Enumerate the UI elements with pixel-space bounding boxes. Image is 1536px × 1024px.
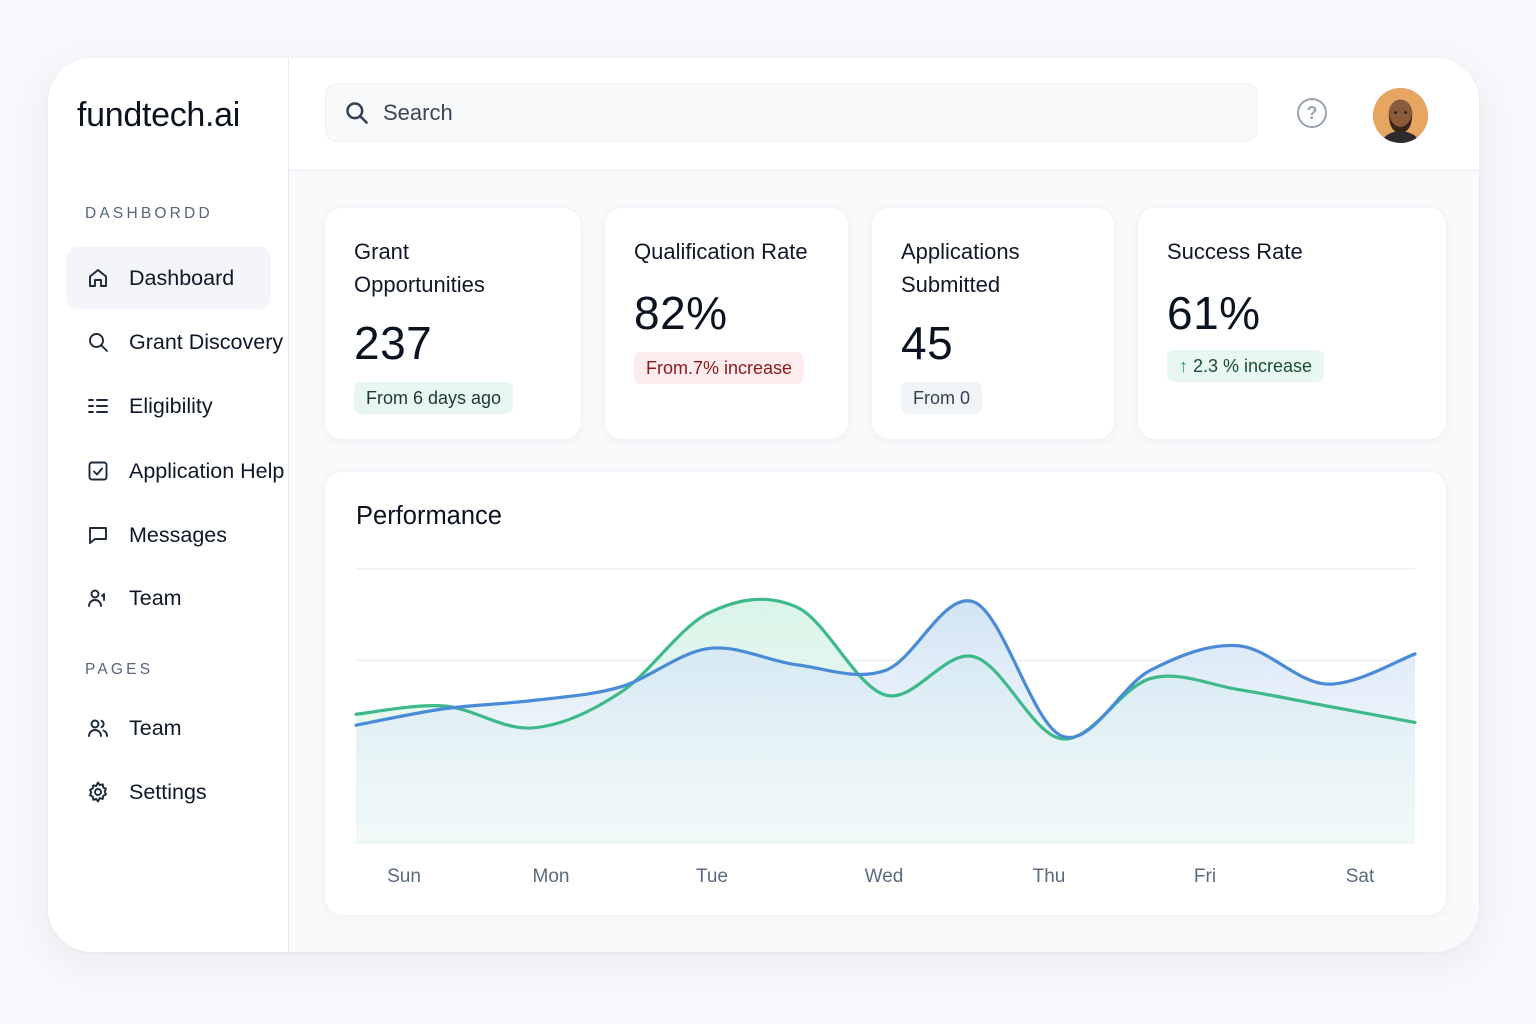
stat-value: 45 xyxy=(901,317,954,369)
app-window: fundtech.ai DASHBORDD Dashboard Grant Di… xyxy=(48,58,1479,952)
sidebar-item-label: Settings xyxy=(129,779,207,804)
stat-value: 61% xyxy=(1167,287,1261,339)
sidebar-item-team[interactable]: Team xyxy=(66,567,182,629)
status-badge: From.7% increase xyxy=(634,352,805,384)
topbar: ? xyxy=(289,58,1479,171)
search-bar[interactable] xyxy=(325,83,1258,142)
sidebar-item-label: Grant Discovery xyxy=(129,329,284,354)
series-green-line xyxy=(354,597,1417,741)
user-avatar[interactable] xyxy=(1373,88,1428,143)
sidebar-item-label: Eligibility xyxy=(129,393,213,418)
section-label-pages: PAGES xyxy=(85,661,154,678)
stat-value: 82% xyxy=(634,287,728,339)
stat-card-qualification-rate[interactable]: Qualification Rate 82% From.7% increase xyxy=(604,207,849,440)
gear-icon xyxy=(86,780,110,804)
stat-title: Grant Opportunities xyxy=(354,235,485,301)
chart-title: Performance xyxy=(356,502,502,530)
sidebar-item-dashboard[interactable]: Dashboard xyxy=(66,247,271,309)
stat-title: Applications Submitted xyxy=(901,235,1020,301)
search-icon xyxy=(86,330,110,354)
help-icon[interactable]: ? xyxy=(1297,98,1327,128)
x-tick-label: Thu xyxy=(1033,866,1066,887)
logo: fundtech.ai xyxy=(77,96,241,134)
sidebar-item-label: Dashboard xyxy=(129,265,235,290)
message-icon xyxy=(86,523,110,547)
search-input[interactable] xyxy=(383,99,1183,126)
sidebar-item-eligibility[interactable]: Eligibility xyxy=(66,375,213,437)
performance-chart: Sun Mon Tue Wed Thu Fri Sat xyxy=(354,568,1417,887)
users-icon xyxy=(86,716,110,740)
x-tick-label: Tue xyxy=(696,866,728,887)
home-icon xyxy=(86,266,110,290)
x-tick-label: Sun xyxy=(387,866,421,887)
x-tick-label: Wed xyxy=(865,866,904,887)
sidebar-item-application-help[interactable]: Application Help xyxy=(66,440,284,502)
checkbox-icon xyxy=(86,459,110,483)
sidebar-item-grant-discovery[interactable]: Grant Discovery xyxy=(66,311,283,373)
list-icon xyxy=(86,394,110,418)
team-icon xyxy=(86,586,110,610)
sidebar-item-label: Messages xyxy=(129,522,227,547)
sidebar-item-pages-team[interactable]: Team xyxy=(66,697,182,759)
stat-title: Qualification Rate xyxy=(634,239,808,264)
stat-value: 237 xyxy=(354,317,433,369)
stat-title: Success Rate xyxy=(1167,239,1303,264)
performance-card: Performance Sun Mon Tue Wed Thu Fri Sat xyxy=(324,471,1447,916)
status-badge: From 0 xyxy=(901,382,983,414)
series-blue-line xyxy=(354,599,1417,740)
x-tick-label: Mon xyxy=(533,866,570,887)
sidebar-item-messages[interactable]: Messages xyxy=(66,504,227,566)
sidebar: fundtech.ai DASHBORDD Dashboard Grant Di… xyxy=(48,58,289,952)
x-tick-label: Sat xyxy=(1346,866,1375,887)
stat-title-line: Opportunities xyxy=(354,272,485,297)
status-badge: ↑ 2.3 % increase xyxy=(1167,350,1325,382)
series-blue-area xyxy=(356,600,1415,843)
badge-text: 2.3 % increase xyxy=(1193,355,1313,376)
stat-title-line: Submitted xyxy=(901,272,1001,297)
stat-card-success-rate[interactable]: Success Rate 61% ↑ 2.3 % increase xyxy=(1137,207,1447,440)
x-tick-label: Fri xyxy=(1194,866,1216,887)
sidebar-item-settings[interactable]: Settings xyxy=(66,761,207,823)
stat-title-line: Applications xyxy=(901,239,1020,264)
stat-title-line: Grant xyxy=(354,239,410,264)
arrow-up-icon: ↑ xyxy=(1179,355,1188,376)
stat-card-grant-opportunities[interactable]: Grant Opportunities 237 From 6 days ago xyxy=(324,207,582,440)
sidebar-item-label: Team xyxy=(129,585,182,610)
section-label-dashboard: DASHBORDD xyxy=(85,205,213,222)
main-content: ? Grant Opportunities 237 From 6 days ag… xyxy=(289,58,1479,952)
stat-card-applications-submitted[interactable]: Applications Submitted 45 From 0 xyxy=(871,207,1115,440)
sidebar-item-label: Application Help xyxy=(129,458,285,483)
search-icon xyxy=(346,102,368,124)
status-badge: From 6 days ago xyxy=(354,382,514,414)
sidebar-item-label: Team xyxy=(129,715,182,740)
